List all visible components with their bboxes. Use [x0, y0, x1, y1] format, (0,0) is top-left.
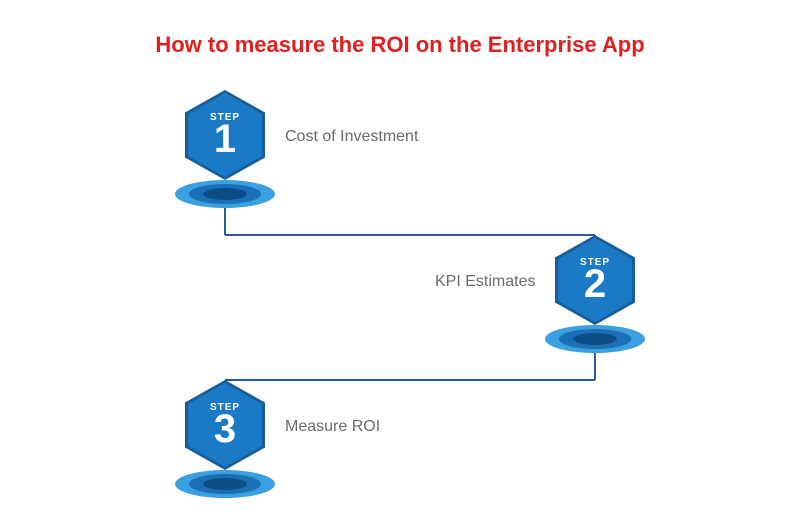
step-number: 3 [214, 409, 236, 449]
step-node-3: STEP 3 Measure ROI [185, 380, 265, 490]
step-number: 2 [584, 264, 606, 304]
hexagon-badge: STEP 2 [555, 235, 635, 325]
step-caption: Cost of Investment [285, 128, 418, 146]
step-node-1: STEP 1 Cost of Investment [185, 90, 265, 200]
step-number: 1 [214, 119, 236, 159]
hexagon-badge: STEP 3 [185, 380, 265, 470]
step-caption: Measure ROI [285, 418, 380, 436]
page-title: How to measure the ROI on the Enterprise… [0, 32, 800, 58]
hexagon-badge: STEP 1 [185, 90, 265, 180]
step-node-2: STEP 2 KPI Estimates [555, 235, 635, 345]
